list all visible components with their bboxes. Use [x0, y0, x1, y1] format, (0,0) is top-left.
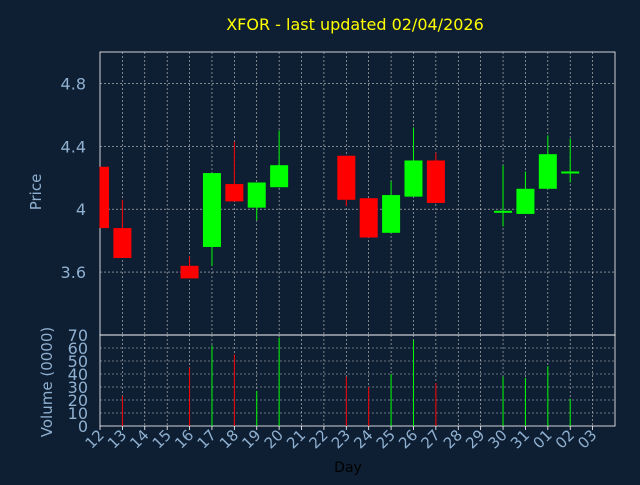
- x-axis-label: Day: [334, 460, 362, 476]
- candle-body: [202, 173, 221, 247]
- price-tick-label: 4.8: [61, 74, 86, 93]
- volume-tick-label: 0: [78, 417, 88, 436]
- candle-body: [337, 155, 356, 200]
- volume-tick-label: 50: [68, 352, 88, 371]
- candle-body: [270, 165, 289, 188]
- volume-panel-frame: [99, 334, 616, 427]
- candle-body: [359, 198, 378, 238]
- volume-tick-label: 60: [68, 339, 88, 358]
- price-tick-label: 3.6: [61, 263, 86, 282]
- price-axis-label: Price: [27, 174, 45, 211]
- candle-body: [100, 166, 109, 229]
- candle-body: [404, 160, 423, 197]
- volume-tick-label: 40: [68, 365, 88, 384]
- candle-body: [113, 228, 132, 258]
- volume-tick-label: 70: [68, 326, 88, 345]
- volume-axis-label: Volume (0000): [38, 327, 56, 437]
- volume-tick-label: 30: [68, 378, 88, 397]
- x-axis-ticks: 1213141516171819202122232425262728293031…: [82, 426, 600, 452]
- candle-body: [225, 184, 244, 202]
- candle-body: [494, 210, 513, 213]
- candle-body: [247, 182, 266, 208]
- candle-body: [561, 171, 580, 174]
- volume-tick-label: 10: [68, 404, 88, 423]
- price-panel: 3.6 4 4.4 4.8: [61, 51, 616, 336]
- price-tick-label: 4.4: [61, 137, 86, 156]
- candle-body: [538, 154, 557, 189]
- volume-tick-label: 20: [68, 391, 88, 410]
- chart-title: XFOR - last updated 02/04/2026: [226, 15, 484, 34]
- candle-body: [426, 160, 445, 203]
- price-tick-label: 4: [76, 200, 86, 219]
- candle-body: [382, 195, 401, 233]
- candle-body: [180, 265, 199, 279]
- candle-body: [516, 188, 535, 214]
